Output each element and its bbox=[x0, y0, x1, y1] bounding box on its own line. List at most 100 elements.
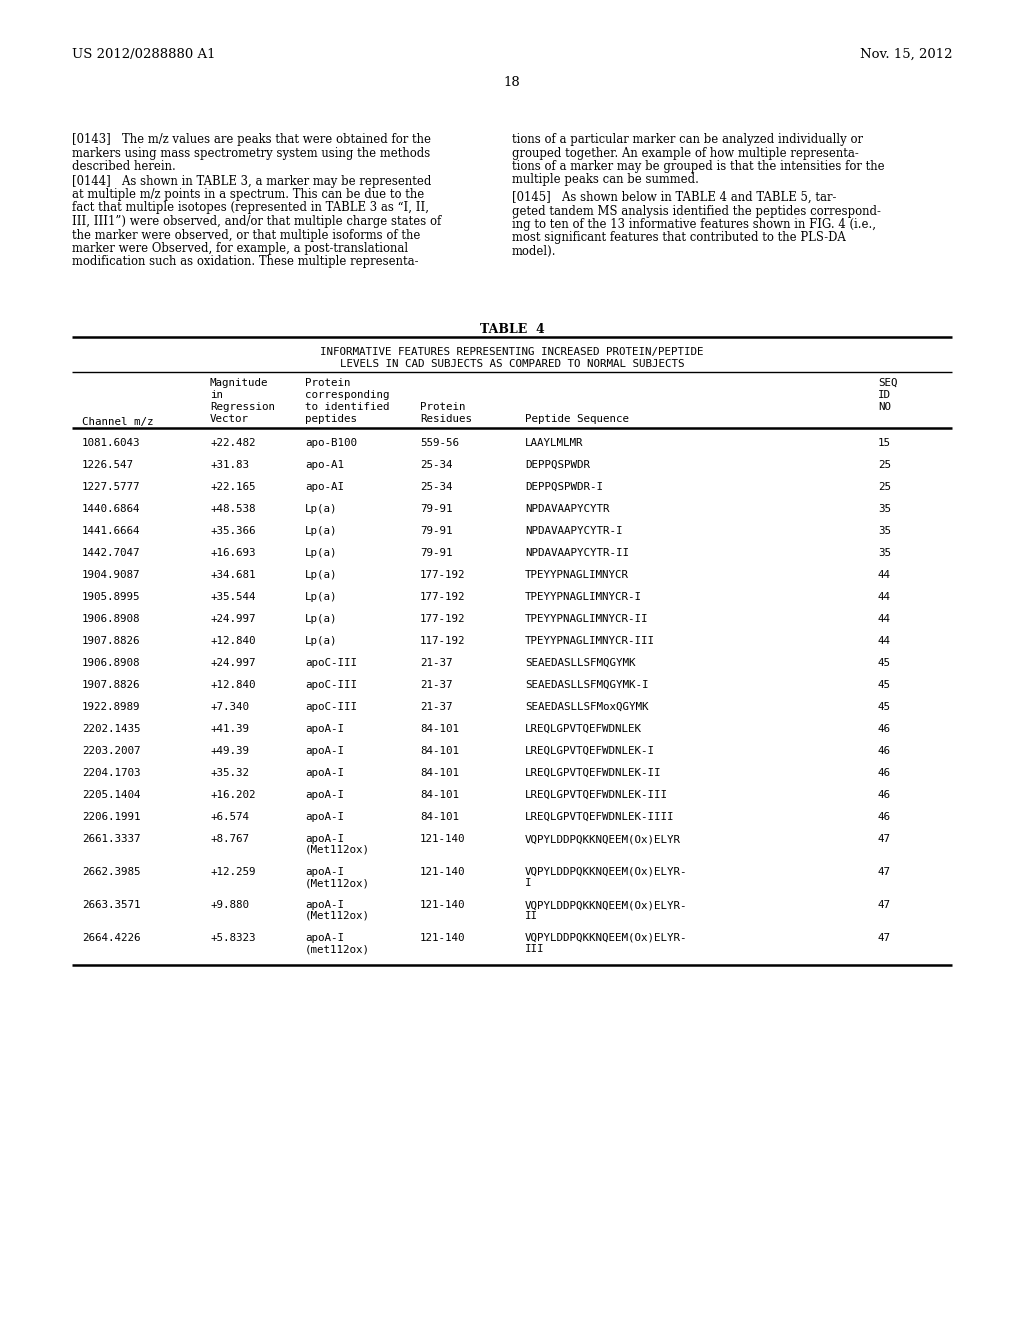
Text: 46: 46 bbox=[878, 789, 891, 800]
Text: 1907.8826: 1907.8826 bbox=[82, 680, 140, 690]
Text: 25: 25 bbox=[878, 459, 891, 470]
Text: 47: 47 bbox=[878, 867, 891, 876]
Text: [0145]   As shown below in TABLE 4 and TABLE 5, tar-: [0145] As shown below in TABLE 4 and TAB… bbox=[512, 191, 837, 205]
Text: NPDAVAAPYCYTR-I: NPDAVAAPYCYTR-I bbox=[525, 525, 623, 536]
Text: (Met112ox): (Met112ox) bbox=[305, 911, 370, 921]
Text: +16.693: +16.693 bbox=[210, 548, 256, 558]
Text: III: III bbox=[525, 944, 545, 954]
Text: +41.39: +41.39 bbox=[210, 723, 249, 734]
Text: 35: 35 bbox=[878, 548, 891, 558]
Text: corresponding: corresponding bbox=[305, 389, 389, 400]
Text: apo-A1: apo-A1 bbox=[305, 459, 344, 470]
Text: Lp(a): Lp(a) bbox=[305, 614, 338, 624]
Text: TPEYYPNAGLIMNYCR: TPEYYPNAGLIMNYCR bbox=[525, 570, 629, 579]
Text: 2206.1991: 2206.1991 bbox=[82, 812, 140, 822]
Text: +24.997: +24.997 bbox=[210, 657, 256, 668]
Text: Lp(a): Lp(a) bbox=[305, 548, 338, 558]
Text: 1907.8826: 1907.8826 bbox=[82, 636, 140, 645]
Text: 44: 44 bbox=[878, 636, 891, 645]
Text: Nov. 15, 2012: Nov. 15, 2012 bbox=[859, 48, 952, 61]
Text: 25-34: 25-34 bbox=[420, 482, 453, 492]
Text: at multiple m/z points in a spectrum. This can be due to the: at multiple m/z points in a spectrum. Th… bbox=[72, 187, 424, 201]
Text: Lp(a): Lp(a) bbox=[305, 504, 338, 513]
Text: LREQLGPVTQEFWDNLEK-I: LREQLGPVTQEFWDNLEK-I bbox=[525, 746, 655, 756]
Text: LAAYLMLMR: LAAYLMLMR bbox=[525, 438, 584, 447]
Text: [0144]   As shown in TABLE 3, a marker may be represented: [0144] As shown in TABLE 3, a marker may… bbox=[72, 174, 431, 187]
Text: fact that multiple isotopes (represented in TABLE 3 as “I, II,: fact that multiple isotopes (represented… bbox=[72, 202, 429, 214]
Text: VQPYLDDPQKKNQEEM(Ox)ELYR-: VQPYLDDPQKKNQEEM(Ox)ELYR- bbox=[525, 867, 687, 876]
Text: 1922.8989: 1922.8989 bbox=[82, 702, 140, 711]
Text: 79-91: 79-91 bbox=[420, 548, 453, 558]
Text: VQPYLDDPQKKNQEEM(Ox)ELYR-: VQPYLDDPQKKNQEEM(Ox)ELYR- bbox=[525, 933, 687, 942]
Text: Channel m/z: Channel m/z bbox=[82, 417, 154, 426]
Text: +35.32: +35.32 bbox=[210, 768, 249, 777]
Text: +12.259: +12.259 bbox=[210, 867, 256, 876]
Text: peptides: peptides bbox=[305, 414, 357, 424]
Text: Protein: Protein bbox=[420, 403, 466, 412]
Text: LREQLGPVTQEFWDNLEK-II: LREQLGPVTQEFWDNLEK-II bbox=[525, 768, 662, 777]
Text: LREQLGPVTQEFWDNLEK: LREQLGPVTQEFWDNLEK bbox=[525, 723, 642, 734]
Text: +48.538: +48.538 bbox=[210, 504, 256, 513]
Text: 45: 45 bbox=[878, 680, 891, 690]
Text: NPDAVAAPYCYTR-II: NPDAVAAPYCYTR-II bbox=[525, 548, 629, 558]
Text: LREQLGPVTQEFWDNLEK-IIII: LREQLGPVTQEFWDNLEK-IIII bbox=[525, 812, 675, 822]
Text: apoA-I: apoA-I bbox=[305, 834, 344, 843]
Text: +49.39: +49.39 bbox=[210, 746, 249, 756]
Text: 84-101: 84-101 bbox=[420, 746, 459, 756]
Text: SEAEDASLLSFMQGYMK-I: SEAEDASLLSFMQGYMK-I bbox=[525, 680, 648, 690]
Text: (met112ox): (met112ox) bbox=[305, 944, 370, 954]
Text: +7.340: +7.340 bbox=[210, 702, 249, 711]
Text: Regression: Regression bbox=[210, 403, 275, 412]
Text: apo-B100: apo-B100 bbox=[305, 438, 357, 447]
Text: 18: 18 bbox=[504, 77, 520, 88]
Text: 2202.1435: 2202.1435 bbox=[82, 723, 140, 734]
Text: +31.83: +31.83 bbox=[210, 459, 249, 470]
Text: 177-192: 177-192 bbox=[420, 570, 466, 579]
Text: Protein: Protein bbox=[305, 378, 350, 388]
Text: 46: 46 bbox=[878, 768, 891, 777]
Text: Residues: Residues bbox=[420, 414, 472, 424]
Text: in: in bbox=[210, 389, 223, 400]
Text: 21-37: 21-37 bbox=[420, 680, 453, 690]
Text: most significant features that contributed to the PLS-DA: most significant features that contribut… bbox=[512, 231, 846, 244]
Text: Lp(a): Lp(a) bbox=[305, 570, 338, 579]
Text: TPEYYPNAGLIMNYCR-I: TPEYYPNAGLIMNYCR-I bbox=[525, 591, 642, 602]
Text: 25-34: 25-34 bbox=[420, 459, 453, 470]
Text: 2661.3337: 2661.3337 bbox=[82, 834, 140, 843]
Text: DEPPQSPWDR: DEPPQSPWDR bbox=[525, 459, 590, 470]
Text: apoA-I: apoA-I bbox=[305, 933, 344, 942]
Text: grouped together. An example of how multiple representa-: grouped together. An example of how mult… bbox=[512, 147, 859, 160]
Text: +5.8323: +5.8323 bbox=[210, 933, 256, 942]
Text: +16.202: +16.202 bbox=[210, 789, 256, 800]
Text: apoA-I: apoA-I bbox=[305, 867, 344, 876]
Text: 84-101: 84-101 bbox=[420, 789, 459, 800]
Text: DEPPQSPWDR-I: DEPPQSPWDR-I bbox=[525, 482, 603, 492]
Text: II: II bbox=[525, 911, 538, 921]
Text: SEQ: SEQ bbox=[878, 378, 897, 388]
Text: 46: 46 bbox=[878, 723, 891, 734]
Text: 2203.2007: 2203.2007 bbox=[82, 746, 140, 756]
Text: VQPYLDDPQKKNQEEM(Ox)ELYR-: VQPYLDDPQKKNQEEM(Ox)ELYR- bbox=[525, 900, 687, 909]
Text: 44: 44 bbox=[878, 591, 891, 602]
Text: described herein.: described herein. bbox=[72, 160, 176, 173]
Text: 47: 47 bbox=[878, 933, 891, 942]
Text: 121-140: 121-140 bbox=[420, 933, 466, 942]
Text: NPDAVAAPYCYTR: NPDAVAAPYCYTR bbox=[525, 504, 609, 513]
Text: tions of a marker may be grouped is that the intensities for the: tions of a marker may be grouped is that… bbox=[512, 160, 885, 173]
Text: (Met112ox): (Met112ox) bbox=[305, 878, 370, 888]
Text: 21-37: 21-37 bbox=[420, 702, 453, 711]
Text: tions of a particular marker can be analyzed individually or: tions of a particular marker can be anal… bbox=[512, 133, 863, 147]
Text: SEAEDASLLSFMQGYMK: SEAEDASLLSFMQGYMK bbox=[525, 657, 636, 668]
Text: 1905.8995: 1905.8995 bbox=[82, 591, 140, 602]
Text: 25: 25 bbox=[878, 482, 891, 492]
Text: Lp(a): Lp(a) bbox=[305, 591, 338, 602]
Text: TABLE  4: TABLE 4 bbox=[479, 323, 545, 337]
Text: 35: 35 bbox=[878, 525, 891, 536]
Text: INFORMATIVE FEATURES REPRESENTING INCREASED PROTEIN/PEPTIDE: INFORMATIVE FEATURES REPRESENTING INCREA… bbox=[321, 347, 703, 356]
Text: 46: 46 bbox=[878, 746, 891, 756]
Text: ing to ten of the 13 informative features shown in FIG. 4 (i.e.,: ing to ten of the 13 informative feature… bbox=[512, 218, 876, 231]
Text: the marker were observed, or that multiple isoforms of the: the marker were observed, or that multip… bbox=[72, 228, 421, 242]
Text: 84-101: 84-101 bbox=[420, 768, 459, 777]
Text: apoC-III: apoC-III bbox=[305, 702, 357, 711]
Text: 46: 46 bbox=[878, 812, 891, 822]
